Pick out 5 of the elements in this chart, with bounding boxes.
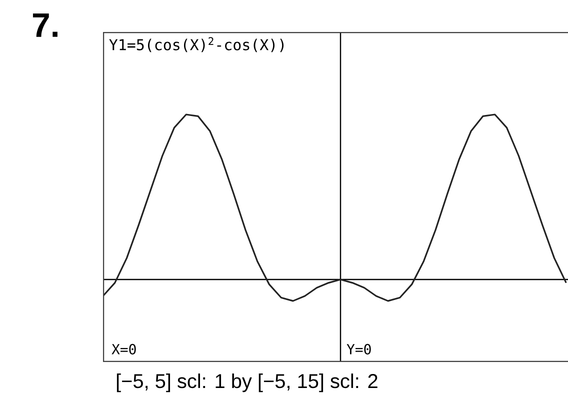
chart-title: Y1=5(cos(X)$^{2}$-cos(X)) bbox=[109, 37, 284, 52]
text: 7. bbox=[32, 14, 58, 37]
text: Y=0 bbox=[346, 344, 371, 354]
text: [−5, 5] scl: 1 by [−5, 15] scl: 2 bbox=[116, 374, 378, 392]
text: X=0 bbox=[112, 344, 136, 354]
